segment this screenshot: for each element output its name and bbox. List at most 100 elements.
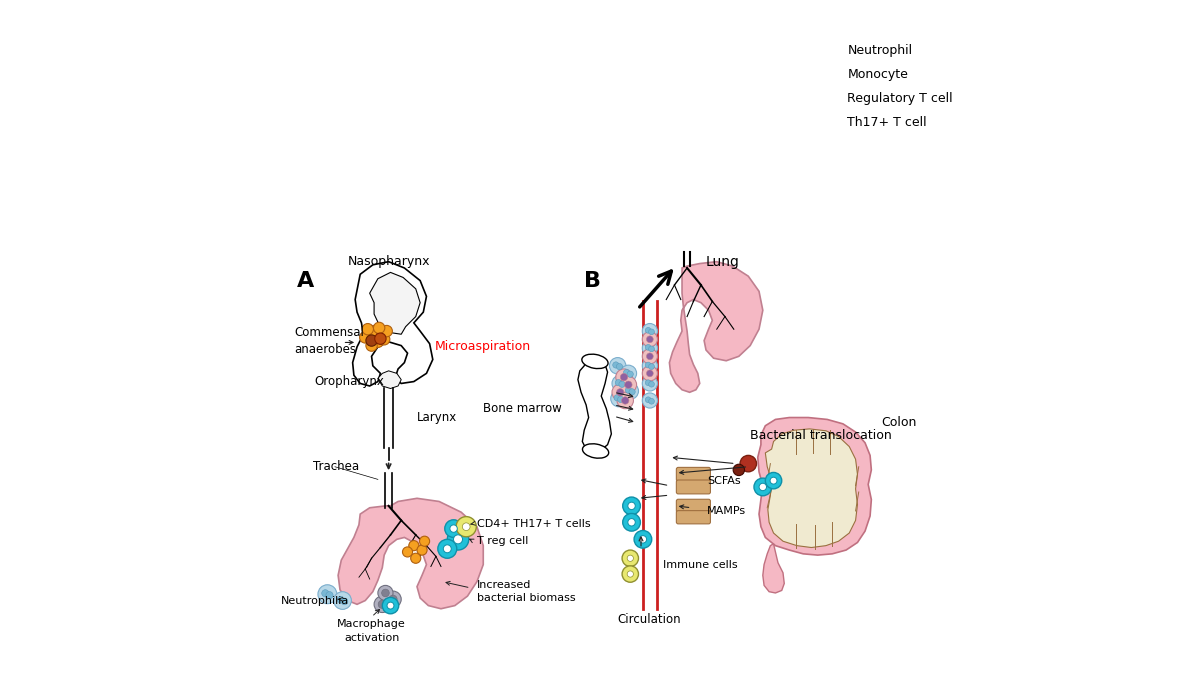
Circle shape — [642, 376, 658, 391]
Circle shape — [438, 539, 457, 558]
Circle shape — [733, 464, 744, 476]
Polygon shape — [370, 273, 420, 334]
Circle shape — [830, 119, 836, 126]
Text: Oropharynx: Oropharynx — [314, 375, 385, 388]
Circle shape — [646, 397, 652, 402]
Circle shape — [623, 514, 641, 531]
Text: Neutrophilia: Neutrophilia — [281, 595, 349, 605]
FancyBboxPatch shape — [677, 500, 710, 512]
Polygon shape — [757, 418, 871, 555]
Text: Macrophage
activation: Macrophage activation — [337, 620, 406, 643]
Text: Colon: Colon — [881, 416, 916, 429]
Circle shape — [622, 566, 638, 583]
Text: Increased
bacterial biomass: Increased bacterial biomass — [476, 580, 576, 603]
Circle shape — [622, 397, 629, 404]
Text: T reg cell: T reg cell — [476, 536, 528, 546]
Circle shape — [362, 323, 373, 335]
Circle shape — [378, 333, 390, 345]
Circle shape — [622, 550, 638, 566]
Circle shape — [619, 381, 625, 387]
Text: Bone marrow: Bone marrow — [484, 402, 562, 415]
Polygon shape — [578, 358, 611, 453]
Text: Immune cells: Immune cells — [664, 560, 738, 570]
Circle shape — [826, 66, 841, 82]
Circle shape — [617, 389, 624, 396]
Circle shape — [334, 592, 352, 610]
Circle shape — [646, 327, 652, 333]
Circle shape — [649, 398, 654, 404]
Text: Circulation: Circulation — [618, 613, 682, 626]
Circle shape — [646, 362, 652, 368]
Text: Nasopharynx: Nasopharynx — [347, 255, 430, 269]
Circle shape — [620, 365, 637, 381]
Text: Larynx: Larynx — [416, 411, 457, 424]
Circle shape — [366, 335, 377, 346]
Circle shape — [766, 472, 781, 489]
Circle shape — [623, 497, 641, 515]
Circle shape — [612, 375, 629, 391]
Circle shape — [629, 389, 635, 395]
FancyBboxPatch shape — [677, 480, 710, 494]
Ellipse shape — [582, 443, 608, 458]
Text: Commensal
anaerobes: Commensal anaerobes — [294, 325, 364, 356]
Circle shape — [642, 366, 658, 381]
Circle shape — [647, 336, 653, 343]
Circle shape — [826, 114, 841, 130]
Circle shape — [622, 383, 638, 399]
Circle shape — [388, 602, 394, 609]
Circle shape — [616, 369, 632, 385]
Circle shape — [617, 364, 623, 370]
Circle shape — [337, 596, 344, 603]
Circle shape — [826, 42, 841, 59]
Circle shape — [628, 371, 634, 377]
Circle shape — [378, 600, 386, 608]
FancyBboxPatch shape — [677, 467, 710, 481]
Circle shape — [322, 590, 329, 597]
Circle shape — [611, 390, 628, 407]
Circle shape — [628, 518, 635, 526]
Text: SCFAs: SCFAs — [707, 476, 740, 485]
Polygon shape — [766, 429, 858, 547]
Circle shape — [378, 585, 394, 601]
Circle shape — [642, 393, 658, 408]
Polygon shape — [353, 262, 433, 386]
Circle shape — [372, 336, 384, 348]
Circle shape — [642, 323, 658, 339]
Circle shape — [366, 340, 377, 351]
Circle shape — [402, 547, 413, 557]
Circle shape — [642, 341, 658, 356]
Circle shape — [610, 358, 626, 374]
Polygon shape — [670, 262, 763, 392]
Circle shape — [617, 392, 634, 408]
Text: MAMPs: MAMPs — [707, 506, 746, 516]
Circle shape — [618, 396, 624, 402]
Text: Monocyte: Monocyte — [847, 68, 908, 81]
Circle shape — [616, 379, 622, 385]
FancyBboxPatch shape — [677, 510, 710, 524]
Circle shape — [829, 71, 838, 78]
Circle shape — [614, 395, 620, 401]
Circle shape — [646, 344, 652, 350]
Circle shape — [326, 591, 334, 599]
Circle shape — [377, 329, 388, 340]
Circle shape — [625, 387, 631, 394]
Circle shape — [830, 95, 836, 102]
Circle shape — [760, 483, 767, 491]
Text: Neutrophil: Neutrophil — [847, 44, 912, 57]
Circle shape — [462, 523, 470, 531]
Circle shape — [450, 525, 457, 533]
Circle shape — [826, 90, 841, 107]
Circle shape — [740, 456, 756, 472]
Text: CD4+ TH17+ T cells: CD4+ TH17+ T cells — [476, 518, 590, 529]
Circle shape — [382, 589, 389, 597]
Circle shape — [443, 545, 451, 553]
Polygon shape — [338, 498, 484, 609]
Circle shape — [624, 369, 630, 376]
Circle shape — [382, 325, 392, 337]
Circle shape — [646, 380, 652, 385]
Text: B: B — [584, 271, 601, 291]
Circle shape — [448, 529, 469, 550]
Circle shape — [649, 364, 654, 369]
Circle shape — [409, 541, 419, 551]
Circle shape — [649, 329, 654, 335]
